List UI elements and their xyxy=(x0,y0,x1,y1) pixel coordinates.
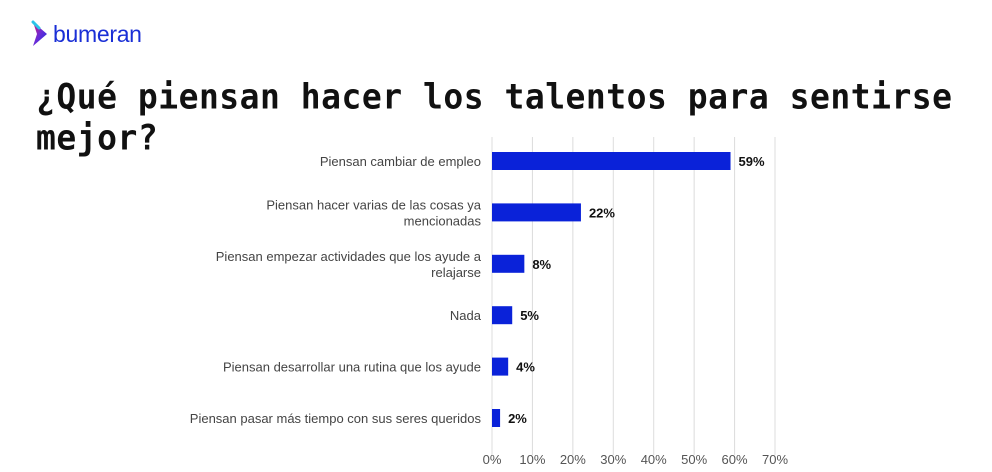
x-tick-label: 0% xyxy=(483,452,502,467)
bar xyxy=(492,357,509,376)
bumeran-logo: bumeran xyxy=(30,20,142,48)
x-tick-label: 40% xyxy=(641,452,667,467)
x-tick-label: 70% xyxy=(762,452,788,467)
category-label: Piensan pasar más tiempo con sus seres q… xyxy=(190,411,482,426)
chart-title: ¿Qué piensan hacer los talentos para sen… xyxy=(36,76,953,158)
data-label: 5% xyxy=(520,308,539,323)
x-tick-label: 30% xyxy=(600,452,626,467)
bar xyxy=(492,306,513,325)
data-label: 4% xyxy=(516,360,535,375)
x-tick-label: 10% xyxy=(519,452,545,467)
brand-name: bumeran xyxy=(53,20,142,47)
data-label: 2% xyxy=(508,411,527,426)
category-label: Piensan cambiar de empleo xyxy=(320,154,481,169)
category-label: Piensan hacer varias de las cosas ya xyxy=(266,197,481,212)
x-tick-label: 50% xyxy=(681,452,707,467)
category-label: relajarse xyxy=(431,265,481,280)
data-label: 22% xyxy=(589,205,615,220)
category-label: Nada xyxy=(450,308,482,323)
bar xyxy=(492,409,501,427)
data-label: 8% xyxy=(532,257,551,272)
x-tick-label: 20% xyxy=(560,452,586,467)
bar xyxy=(492,254,525,273)
category-label: mencionadas xyxy=(404,213,482,228)
data-label: 59% xyxy=(739,154,765,169)
category-label: Piensan empezar actividades que los ayud… xyxy=(216,249,482,264)
category-label: Piensan desarrollar una rutina que los a… xyxy=(223,360,481,375)
x-tick-label: 60% xyxy=(722,452,748,467)
bar xyxy=(492,152,731,170)
bar xyxy=(492,203,581,222)
bumeran-chevron-icon xyxy=(31,20,47,46)
